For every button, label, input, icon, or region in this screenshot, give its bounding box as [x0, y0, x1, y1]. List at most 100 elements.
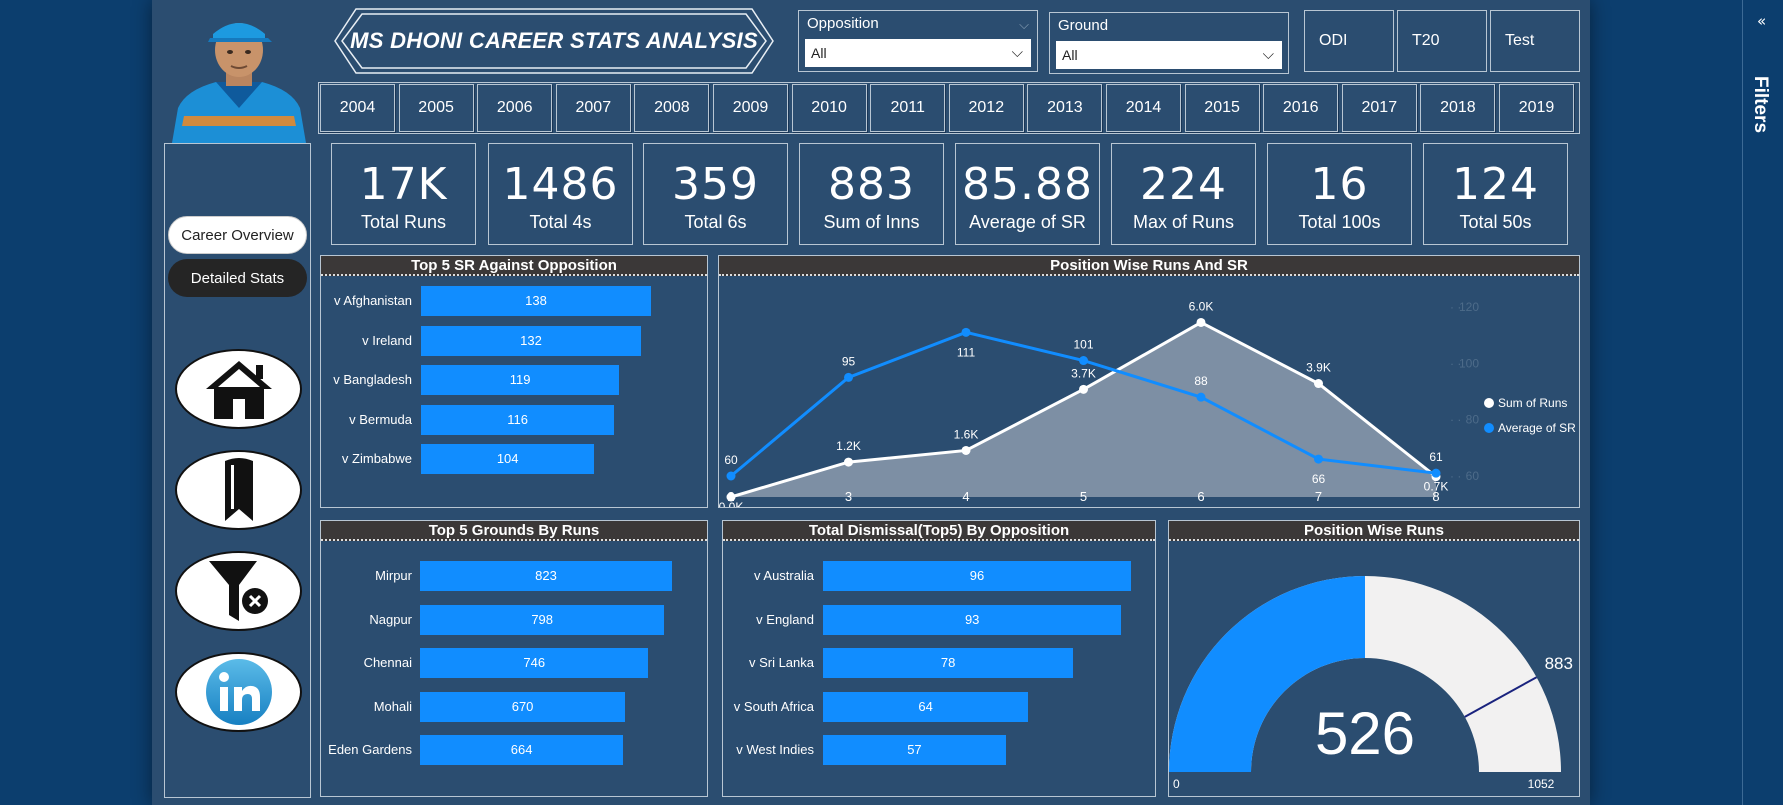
format-button-odi[interactable]: ODI	[1304, 10, 1394, 72]
opposition-slicer[interactable]: Opposition ⌵ All ⌵	[798, 10, 1038, 72]
home-button[interactable]	[175, 349, 302, 429]
bar-category-label: v Bermuda	[349, 411, 412, 427]
bar[interactable]: 116	[421, 404, 615, 435]
detailed-stats-button[interactable]: Detailed Stats	[168, 259, 307, 297]
bar-value-label: 746	[523, 655, 546, 671]
bar[interactable]: 746	[420, 648, 649, 679]
bar[interactable]: 664	[420, 735, 624, 766]
runs-point[interactable]	[1196, 317, 1206, 327]
bar-row[interactable]: v Australia 96	[723, 561, 1155, 591]
bar[interactable]: 57	[823, 735, 1006, 766]
year-button-2011[interactable]: 2011	[870, 84, 946, 132]
bar[interactable]: 78	[823, 648, 1074, 679]
year-button-2017[interactable]: 2017	[1341, 84, 1417, 132]
year-button-2008[interactable]: 2008	[634, 84, 710, 132]
runs-point[interactable]	[961, 445, 971, 455]
kpi-value: 1486	[502, 159, 619, 210]
right-axis-tick: 120	[1459, 300, 1479, 314]
bar[interactable]: 798	[420, 604, 665, 635]
sr-point[interactable]	[1196, 392, 1206, 402]
bar[interactable]: 104	[421, 444, 595, 475]
chevron-down-icon: ⌵	[1262, 46, 1274, 63]
gauge-target-line	[1464, 676, 1538, 718]
filters-pane-label[interactable]: Filters	[1750, 76, 1771, 134]
bar[interactable]: 93	[823, 604, 1122, 635]
bar-value-label: 96	[969, 568, 985, 583]
bar[interactable]: 138	[421, 286, 651, 316]
bar[interactable]: 823	[420, 561, 672, 591]
year-button-2007[interactable]: 2007	[555, 84, 631, 132]
kpi-value: 124	[1452, 159, 1539, 210]
sr-point[interactable]	[726, 471, 736, 481]
format-button-test[interactable]: Test	[1490, 10, 1580, 72]
x-tick-label: 6	[1197, 489, 1204, 504]
bar-value-label: 104	[496, 451, 519, 467]
year-button-2005[interactable]: 2005	[398, 84, 474, 132]
sr-point[interactable]	[1431, 468, 1441, 478]
runs-point[interactable]	[726, 492, 736, 502]
runs-point[interactable]	[1314, 379, 1323, 389]
bar[interactable]: 132	[421, 325, 641, 356]
bar-row[interactable]: v Ireland 132	[321, 325, 707, 356]
bar[interactable]: 670	[420, 691, 626, 722]
format-button-t20[interactable]: T20	[1397, 10, 1487, 72]
bar[interactable]: 119	[421, 365, 620, 396]
bar-row[interactable]: Eden Gardens 664	[321, 735, 707, 766]
year-button-2012[interactable]: 2012	[948, 84, 1024, 132]
legend-label[interactable]: Average of SR	[1498, 421, 1576, 435]
ground-slicer[interactable]: Ground All ⌵	[1049, 12, 1289, 74]
bookmark-button[interactable]	[175, 450, 302, 530]
bar-row[interactable]: v West Indies 57	[723, 735, 1155, 766]
bar-row[interactable]: Nagpur 798	[321, 604, 707, 635]
sr-point[interactable]	[1314, 454, 1323, 464]
bar-row[interactable]: v England 93	[723, 604, 1155, 635]
sr-point[interactable]	[844, 372, 853, 382]
bar-row[interactable]: v Bangladesh 119	[321, 365, 707, 396]
legend-label[interactable]: Sum of Runs	[1498, 396, 1567, 410]
bar-row[interactable]: v South Africa 64	[723, 691, 1155, 722]
runs-point[interactable]	[844, 457, 853, 467]
year-button-2006[interactable]: 2006	[477, 84, 553, 132]
collapse-chevron-icon[interactable]: «	[1757, 12, 1767, 30]
runs-data-label: 1.6K	[954, 427, 979, 441]
x-tick-label: 4	[962, 489, 969, 504]
bar[interactable]: 64	[823, 691, 1029, 722]
top5-grounds-bars: Mirpur 823 Nagpur 798 Chennai 746 Mohali 670 Ede…	[321, 561, 707, 791]
bar-row[interactable]: v Zimbabwe 104	[321, 444, 707, 475]
linkedin-button[interactable]	[175, 652, 302, 732]
year-button-2009[interactable]: 2009	[713, 84, 788, 132]
filters-pane[interactable]: « Filters	[1742, 0, 1783, 805]
opposition-dropdown[interactable]: All ⌵	[805, 39, 1031, 67]
year-button-2013[interactable]: 2013	[1027, 84, 1103, 132]
year-button-2010[interactable]: 2010	[791, 84, 867, 132]
clear-filter-button[interactable]	[175, 551, 302, 631]
bar-row[interactable]: Mohali 670	[321, 691, 707, 722]
kpi-label: Total 4s	[529, 212, 592, 232]
bar[interactable]: 96	[823, 561, 1131, 591]
runs-data-label: 3.9K	[1306, 361, 1331, 375]
runs-point[interactable]	[1079, 384, 1088, 394]
career-overview-button[interactable]: Career Overview	[168, 216, 307, 254]
kpi-value: 883	[828, 159, 915, 210]
bar-row[interactable]: Mirpur 823	[321, 561, 707, 591]
axis-tick-dots: · ·	[1450, 300, 1461, 314]
year-button-2004[interactable]: 2004	[320, 84, 395, 132]
bar-row[interactable]: Chennai 746	[321, 648, 707, 679]
year-button-2019[interactable]: 2019	[1499, 84, 1574, 132]
year-button-2014[interactable]: 2014	[1106, 84, 1181, 132]
ground-dropdown[interactable]: All ⌵	[1056, 41, 1282, 69]
sr-point[interactable]	[1079, 356, 1088, 366]
bar-row[interactable]: v Bermuda 116	[321, 404, 707, 435]
x-tick-label: 5	[1080, 489, 1087, 504]
year-button-2015[interactable]: 2015	[1184, 84, 1260, 132]
year-button-2018[interactable]: 2018	[1420, 84, 1496, 132]
bar-row[interactable]: v Sri Lanka 78	[723, 648, 1155, 679]
runs-data-label: 3.7K	[1071, 366, 1096, 380]
top5-dismissals-panel: Total Dismissal(Top5) By Opposition v Au…	[722, 520, 1156, 797]
report-title: MS DHONI CAREER STATS ANALYSIS	[350, 28, 758, 53]
year-button-2016[interactable]: 2016	[1263, 84, 1339, 132]
bar-row[interactable]: v Afghanistan 138	[321, 286, 707, 316]
kpi-value: 85.88	[962, 159, 1093, 210]
sr-point[interactable]	[961, 327, 971, 337]
kpi-card: 883 Sum of Inns	[799, 143, 944, 245]
